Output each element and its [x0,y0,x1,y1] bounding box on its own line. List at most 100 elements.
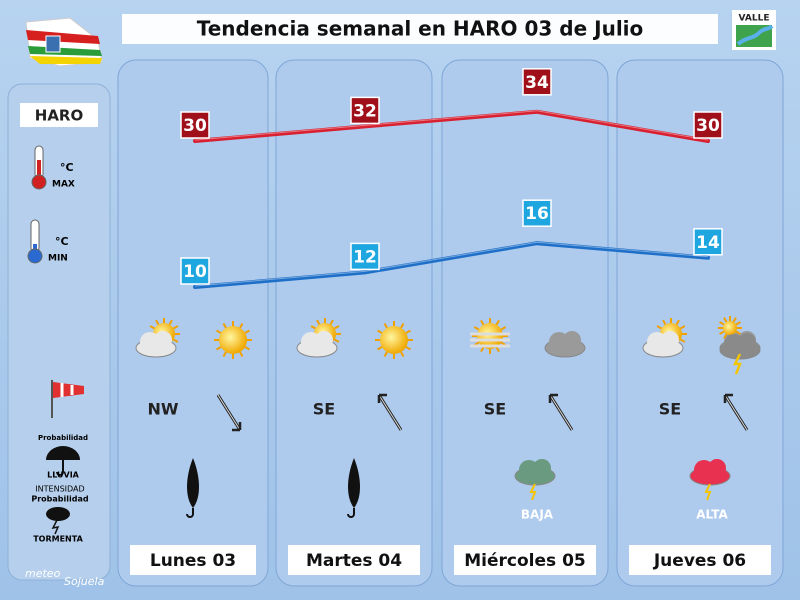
title: Tendencia semanal en HARO 03 de Julio [197,17,644,41]
sun-ray [675,319,680,325]
day-column: NW Lunes 03 [117,59,269,587]
sun-ray [216,329,222,334]
sun-ray [680,325,686,330]
sun-ray [149,325,155,330]
day-label-box [629,545,771,575]
day-label-box [130,545,256,575]
sun-ray [723,317,728,323]
wind-arrow [378,394,402,431]
rain-prob-label: Probabilidad [38,434,88,442]
sun [380,326,408,354]
umbrella-icon [46,446,80,476]
sun-ray [222,323,227,329]
sun-ray [316,319,321,325]
umbrella-closed [348,458,360,508]
sun-ray [719,330,725,335]
temp-box-max [693,111,723,139]
wind-direction: SE [484,400,506,419]
wind-direction: SE [659,400,681,419]
day-column: SE Martes 04 [275,59,433,587]
temp-box-min [693,228,723,256]
wind-arrow [549,394,573,431]
line-min [193,241,710,289]
wind-arrowhead [548,393,558,403]
sun-ray [216,346,222,351]
temp-max: 34 [525,73,549,93]
lightning [732,353,742,375]
sun-ray [377,329,383,334]
sun-ray [329,319,334,325]
wind-arrow [217,394,241,431]
sun-ray [334,325,340,330]
title-bar [122,14,718,44]
temp-box-min [350,242,380,271]
location: HARO [35,107,83,125]
region-flag [25,17,103,67]
line-min-highlight [194,241,709,287]
sun-ray [735,321,741,326]
day-label-box [288,545,420,575]
brand-2: Sojuela [64,575,105,588]
wind-direction: SE [313,400,335,419]
sun [723,321,737,335]
storm-bolt [529,483,537,501]
min-label: MIN [48,254,68,264]
sun-ray [719,321,725,326]
sun-ray [310,325,316,330]
storm-label: TORMENTA [33,535,83,544]
wind-arrowhead [232,422,242,432]
temp-box-min [180,257,210,285]
cloud-puff [315,331,333,349]
sun-ray [480,319,485,326]
rain-label: LLUVIA [47,471,80,480]
day-label: Martes 04 [306,551,402,571]
min-unit: °C [55,235,69,248]
sun-ray [732,317,737,323]
sun-ray [244,329,250,334]
temperature-lines [193,109,710,289]
brand-1: meteo [25,567,61,580]
sun-ray [495,319,500,326]
wind-arrow [724,394,748,431]
sun-ray [383,351,388,357]
wind-arrowhead [723,393,733,403]
windsock-icon [51,380,84,418]
sun-ray [723,333,728,339]
umbrella-closed [187,458,199,508]
cloud-puff [533,459,551,477]
max-unit: °C [60,161,74,174]
sun-ray [400,323,405,329]
sun-ray [480,346,485,353]
temp-min: 12 [353,247,377,267]
storm-prob-label: Probabilidad [31,495,89,504]
sun-ray [155,319,160,325]
line-max-highlight [194,110,709,141]
sun-ray [500,326,507,331]
day-column: SE BAJA Miércoles 05 [441,59,609,587]
sun [477,323,503,349]
sun-ray [239,323,244,329]
sun-ray [334,338,340,343]
sun-ray [735,330,741,335]
sun-ray [383,323,388,329]
sun-ray [222,351,227,357]
sun-ray [173,338,179,343]
sun-ray [400,351,405,357]
location-box [20,103,98,127]
thermometer-max [31,145,47,190]
day-label-box [454,545,596,575]
storm-intensity-label: INTENSIDAD [35,485,84,494]
sun-ray [656,325,662,330]
storm-icon [46,507,70,535]
sun [219,326,247,354]
sun-ray [239,351,244,357]
temp-max: 32 [353,101,377,121]
day-label: Jueves 06 [653,551,746,571]
temp-min: 14 [696,233,720,253]
cloud-puff [154,331,172,349]
sun-ray [405,329,411,334]
day-panel [117,59,269,587]
